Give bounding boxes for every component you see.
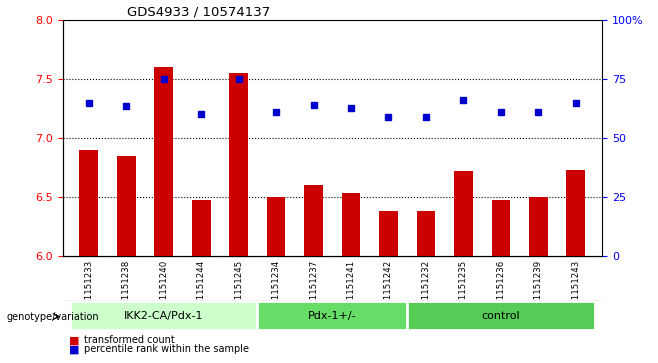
Bar <box>417 211 436 256</box>
Bar <box>304 185 323 256</box>
Bar <box>266 197 286 256</box>
Text: ■: ■ <box>69 344 80 354</box>
Text: GSM1151236: GSM1151236 <box>496 260 505 318</box>
Text: GSM1151234: GSM1151234 <box>272 260 280 318</box>
Bar <box>229 73 248 256</box>
Bar <box>80 150 98 256</box>
Text: Pdx-1+/-: Pdx-1+/- <box>308 311 357 321</box>
Text: IKK2-CA/Pdx-1: IKK2-CA/Pdx-1 <box>124 311 203 321</box>
Text: transformed count: transformed count <box>84 335 174 346</box>
Text: GSM1151232: GSM1151232 <box>422 260 430 318</box>
Bar <box>529 197 547 256</box>
Text: GSM1151235: GSM1151235 <box>459 260 468 318</box>
Bar <box>257 301 407 330</box>
Text: GSM1151245: GSM1151245 <box>234 260 243 318</box>
Bar <box>407 301 595 330</box>
Text: GSM1151233: GSM1151233 <box>84 260 93 318</box>
Text: GSM1151240: GSM1151240 <box>159 260 168 318</box>
Text: GSM1151239: GSM1151239 <box>534 260 543 318</box>
Bar <box>454 171 473 256</box>
Bar <box>191 200 211 256</box>
Text: GSM1151243: GSM1151243 <box>571 260 580 318</box>
Text: GDS4933 / 10574137: GDS4933 / 10574137 <box>127 6 270 19</box>
Bar <box>70 301 257 330</box>
Text: GSM1151244: GSM1151244 <box>197 260 206 318</box>
Text: GSM1151241: GSM1151241 <box>347 260 355 318</box>
Bar <box>379 211 398 256</box>
Text: GSM1151237: GSM1151237 <box>309 260 318 318</box>
Bar <box>342 193 361 256</box>
Text: control: control <box>482 311 520 321</box>
Text: GSM1151238: GSM1151238 <box>122 260 131 318</box>
Bar <box>117 156 136 256</box>
Text: percentile rank within the sample: percentile rank within the sample <box>84 344 249 354</box>
Text: GSM1151242: GSM1151242 <box>384 260 393 318</box>
Bar <box>155 67 173 256</box>
Bar <box>492 200 510 256</box>
Text: genotype/variation: genotype/variation <box>7 311 99 322</box>
Text: ■: ■ <box>69 335 80 346</box>
Bar <box>567 170 585 256</box>
